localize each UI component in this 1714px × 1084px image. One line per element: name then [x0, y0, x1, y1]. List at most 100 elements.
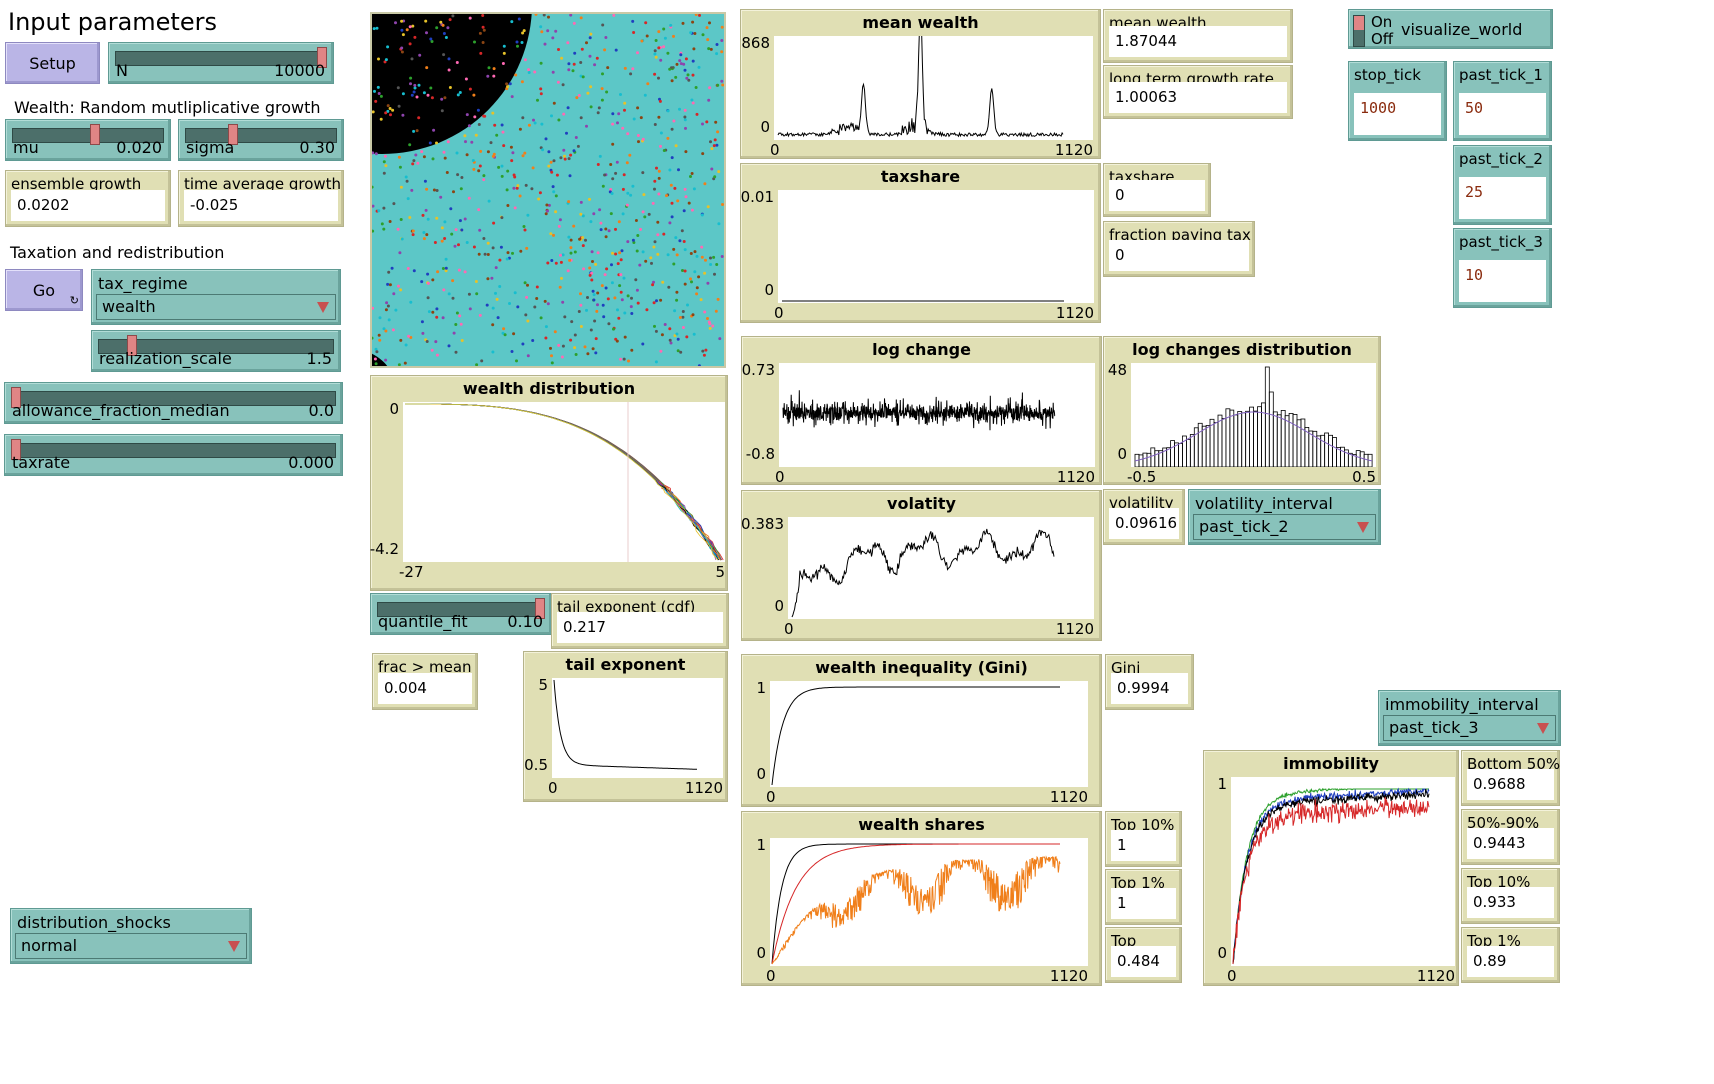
allowance-thumb[interactable]: [11, 387, 21, 408]
mu-slider-name: mu: [13, 138, 39, 157]
world-agent: [675, 253, 679, 257]
quantile-fit-slider[interactable]: quantile_fit 0.10: [370, 593, 552, 635]
world-agent: [569, 251, 573, 255]
stop-tick-label: stop_tick: [1354, 66, 1421, 84]
distribution-shocks-select[interactable]: normal: [15, 933, 247, 959]
stop-tick-input[interactable]: stop_tick 1000: [1348, 61, 1447, 141]
past-tick-1-field[interactable]: 50: [1459, 93, 1546, 135]
histogram-bar: [1150, 447, 1156, 467]
world-agent: [678, 107, 681, 111]
world-agent: [372, 27, 376, 31]
volatility-value: 0.09616: [1115, 514, 1178, 532]
taxrate-slider[interactable]: taxrate 0.000: [4, 434, 343, 476]
world-agent: [409, 336, 413, 339]
histogram-bar: [1300, 418, 1306, 467]
n-slider-thumb[interactable]: [317, 47, 327, 68]
world-agent: [526, 319, 530, 323]
world-agent: [683, 115, 687, 119]
world-agent: [505, 82, 509, 86]
mu-slider[interactable]: mu 0.020: [5, 119, 171, 161]
mean-wealth-series: [777, 36, 1064, 138]
volatility-interval-chooser[interactable]: volatility_interval past_tick_2: [1188, 489, 1381, 545]
world-agent: [678, 316, 682, 319]
world-agent: [657, 192, 661, 196]
world-view[interactable]: [370, 12, 726, 368]
world-agent: [657, 76, 660, 80]
stop-tick-field[interactable]: 1000: [1354, 93, 1441, 135]
quantile-fit-thumb[interactable]: [535, 598, 545, 619]
stop-tick-value: 1000: [1360, 99, 1397, 117]
tax-regime-chooser[interactable]: tax_regime wealth: [91, 269, 341, 325]
n-slider[interactable]: N 10000: [108, 42, 334, 84]
mu-slider-track[interactable]: [12, 128, 164, 143]
volatility-interval-select[interactable]: past_tick_2: [1193, 514, 1376, 540]
plot-svg: [771, 686, 1060, 786]
mu-slider-thumb[interactable]: [90, 124, 101, 145]
world-agent: [459, 322, 463, 326]
y-min-tick: 0: [1217, 944, 1227, 962]
world-agent: [708, 86, 712, 90]
world-agent: [448, 86, 452, 89]
world-agent: [506, 169, 510, 173]
immobility-interval-select[interactable]: past_tick_3: [1383, 715, 1556, 741]
world-agent: [611, 142, 615, 146]
world-agent: [668, 67, 672, 71]
y-min-tick: 0: [764, 281, 774, 299]
world-agent: [477, 252, 481, 256]
world-agent: [491, 306, 495, 310]
past-tick-3-input[interactable]: past_tick_3 10: [1453, 228, 1552, 308]
world-agent: [533, 121, 537, 125]
world-agent: [445, 171, 449, 174]
world-agent: [701, 349, 705, 353]
y-min-tick: 0: [756, 944, 766, 962]
past-tick-3-field[interactable]: 10: [1459, 260, 1546, 302]
world-agent: [579, 292, 582, 296]
world-agent: [700, 245, 704, 249]
realization-scale-track[interactable]: [98, 339, 334, 354]
world-agent: [463, 270, 467, 274]
sigma-slider-thumb[interactable]: [227, 124, 238, 145]
world-agent: [435, 315, 439, 319]
world-agent: [372, 204, 375, 208]
histogram-bar: [1197, 422, 1203, 467]
world-agent: [425, 66, 429, 70]
world-agent: [619, 258, 623, 262]
world-agent: [408, 216, 412, 219]
y-max-tick: 1: [1217, 775, 1227, 793]
past-tick-2-input[interactable]: past_tick_2 25: [1453, 145, 1552, 225]
world-agent: [706, 38, 710, 42]
sigma-slider[interactable]: sigma 0.30: [178, 119, 344, 161]
world-agent: [669, 341, 673, 345]
world-agent: [539, 61, 543, 65]
realization-scale-slider[interactable]: realization_scale 1.5: [91, 330, 341, 372]
y-min-tick: 0.5: [524, 756, 548, 774]
setup-button[interactable]: Setup: [5, 42, 100, 84]
imm-top10-label: Top 10%: [1467, 873, 1531, 891]
distribution-shocks-chooser[interactable]: distribution_shocks normal: [10, 908, 252, 964]
world-agent: [611, 251, 614, 255]
realization-scale-thumb[interactable]: [127, 335, 138, 356]
world-agent: [621, 187, 625, 191]
past-tick-2-field[interactable]: 25: [1459, 177, 1546, 219]
visualize-world-switch[interactable]: On Off visualize_world: [1348, 9, 1553, 49]
go-button[interactable]: Go ↻: [5, 269, 83, 311]
histogram-bar: [1241, 412, 1247, 467]
world-agent: [559, 253, 562, 257]
switch-knob[interactable]: [1354, 16, 1364, 30]
world-agent: [415, 129, 419, 133]
sigma-slider-track[interactable]: [185, 128, 337, 143]
world-agent: [505, 257, 509, 261]
tax-regime-select[interactable]: wealth: [96, 294, 336, 320]
world-agent: [404, 175, 408, 179]
world-agent: [703, 271, 707, 275]
world-agent: [459, 187, 463, 191]
world-agent: [631, 238, 635, 242]
world-agent: [626, 294, 630, 298]
immobility-interval-chooser[interactable]: immobility_interval past_tick_3: [1378, 690, 1561, 746]
past-tick-1-input[interactable]: past_tick_1 50: [1453, 61, 1552, 141]
world-agent: [681, 326, 685, 329]
allowance-fraction-median-slider[interactable]: allowance_fraction_median 0.0: [4, 382, 343, 424]
taxrate-thumb[interactable]: [11, 439, 21, 460]
plot-svg: [553, 679, 697, 770]
world-agent: [403, 361, 407, 365]
